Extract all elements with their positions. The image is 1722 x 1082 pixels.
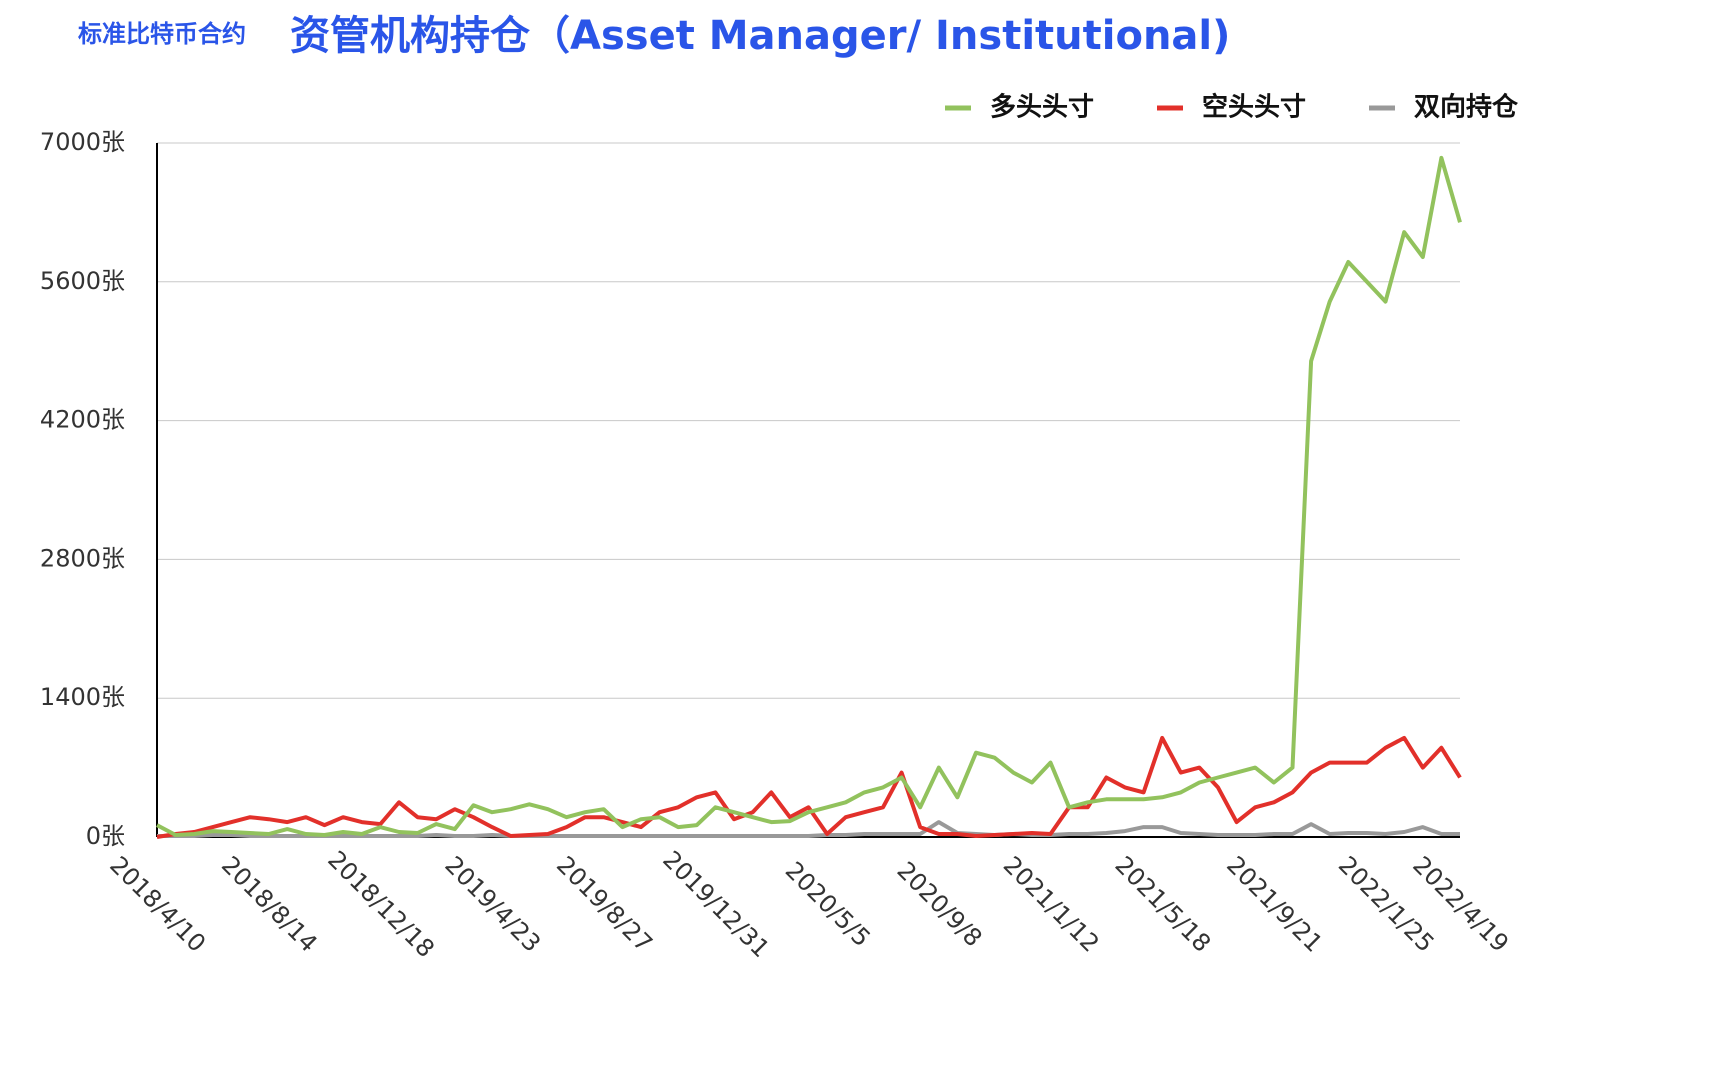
y-tick-label: 5600张 xyxy=(40,267,125,295)
chart-subtitle: 标准比特币合约 xyxy=(78,20,246,48)
legend-label: 双向持仓 xyxy=(1414,92,1519,123)
x-tick-label: 2018/8/14 xyxy=(216,851,323,958)
x-tick-label: 2021/1/12 xyxy=(998,851,1105,958)
series-line xyxy=(156,155,1462,837)
x-tick-label: 2019/12/31 xyxy=(657,845,775,963)
x-tick-label: 2019/8/27 xyxy=(551,851,658,958)
x-tick-label: 2021/5/18 xyxy=(1109,851,1216,958)
series-line xyxy=(156,735,1462,839)
x-tick-label: 2021/9/21 xyxy=(1221,851,1328,958)
y-tick-label: 2800张 xyxy=(40,544,125,572)
series-line xyxy=(157,820,1460,838)
y-tick-label: 1400张 xyxy=(40,683,125,711)
x-tick-label: 2019/4/23 xyxy=(439,851,546,958)
y-tick-label: 4200张 xyxy=(40,406,125,434)
y-tick-label: 0张 xyxy=(86,822,125,850)
x-tick-label: 2020/9/8 xyxy=(891,856,987,952)
x-tick-label: 2018/12/18 xyxy=(322,845,440,963)
x-tick-label: 2018/4/10 xyxy=(104,851,211,958)
x-tick-label: 2020/5/5 xyxy=(780,856,876,952)
legend-label: 多头头寸 xyxy=(990,93,1094,123)
chart-title: 资管机构持仓（Asset Manager/ Institutional) xyxy=(290,13,1230,59)
y-tick-label: 7000张 xyxy=(40,128,125,156)
legend-label: 空头头寸 xyxy=(1202,92,1306,123)
